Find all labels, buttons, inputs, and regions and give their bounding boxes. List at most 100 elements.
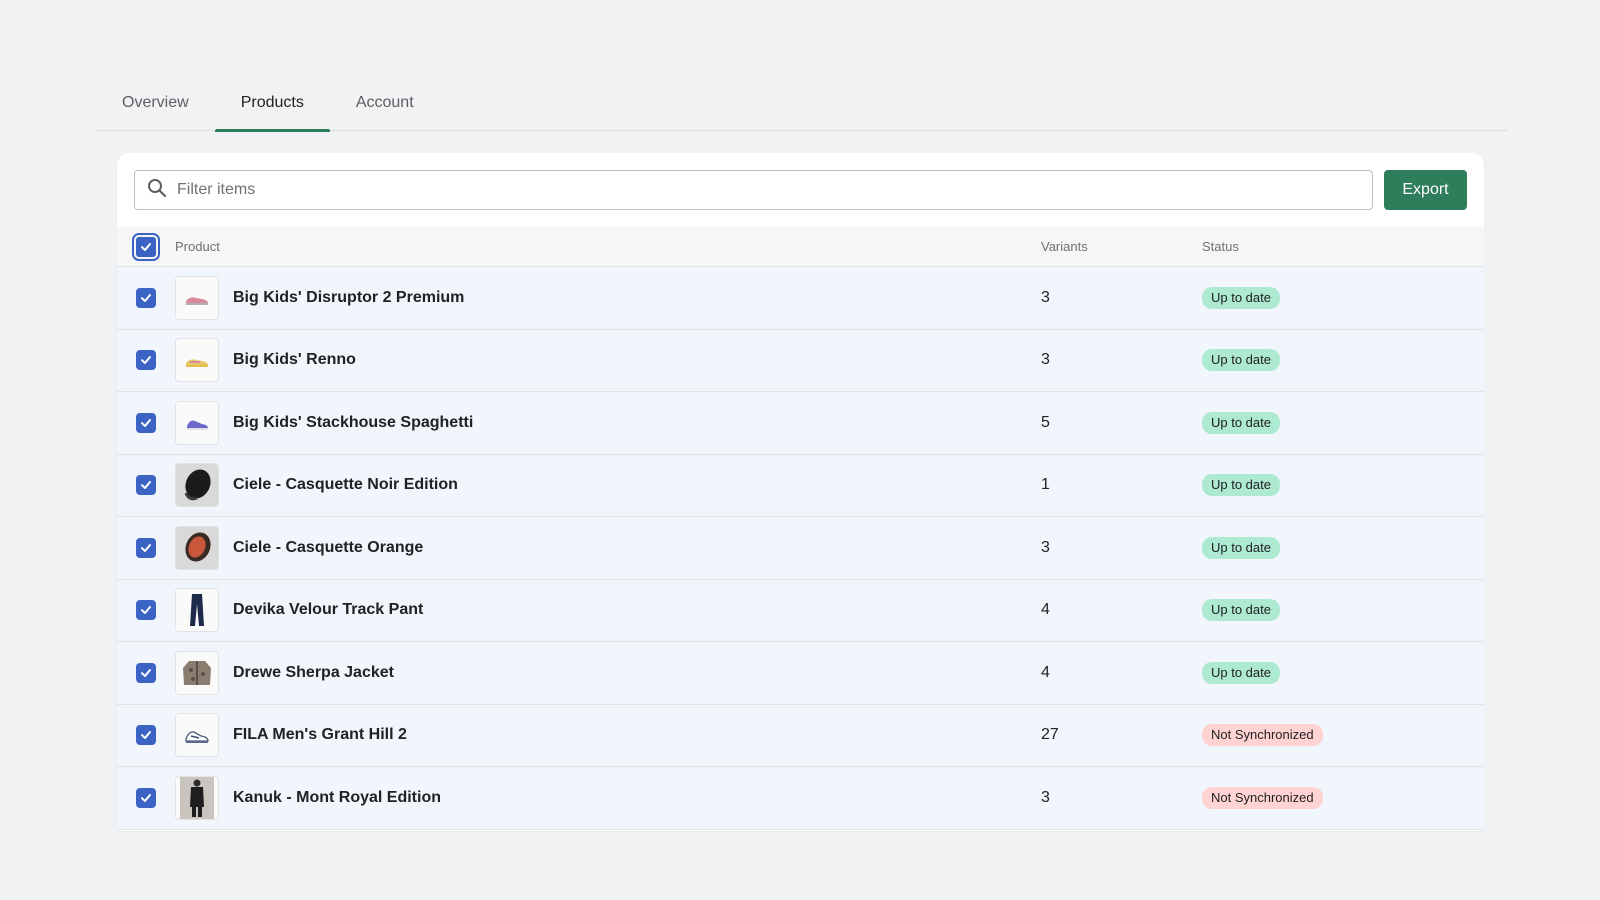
status-cell: Up to date	[1202, 536, 1484, 559]
status-cell: Not Synchronized	[1202, 724, 1484, 747]
variants-count: 4	[1041, 663, 1050, 681]
tab-account[interactable]: Account	[355, 94, 414, 111]
product-name[interactable]: Devika Velour Track Pant	[233, 601, 424, 619]
product-name[interactable]: Ciele - Casquette Noir Edition	[233, 476, 458, 494]
product-thumbnail[interactable]	[175, 463, 219, 508]
row-checkbox[interactable]	[136, 287, 156, 308]
status-badge: Up to date	[1202, 474, 1280, 497]
search-input[interactable]	[177, 181, 1360, 199]
product-thumbnail-cell	[175, 713, 221, 758]
status-cell: Up to date	[1202, 411, 1484, 434]
variants-count: 4	[1041, 601, 1050, 619]
product-thumbnail[interactable]	[175, 525, 219, 570]
status-badge: Not Synchronized	[1202, 724, 1323, 747]
search-box	[134, 170, 1373, 210]
product-name[interactable]: Big Kids' Stackhouse Spaghetti	[233, 413, 474, 431]
variants-count: 3	[1041, 288, 1050, 306]
variants-count: 27	[1041, 726, 1059, 744]
table-row[interactable]: Big Kids' Renno 3 Up to date	[117, 329, 1484, 392]
table-body: Big Kids' Disruptor 2 Premium 3 Up to date…	[117, 267, 1484, 830]
check-icon	[141, 606, 151, 615]
header-status[interactable]: Status	[1202, 239, 1239, 254]
row-checkbox[interactable]	[136, 725, 156, 746]
variants-count: 5	[1041, 413, 1050, 431]
check-icon	[141, 668, 151, 677]
table-row[interactable]: Devika Velour Track Pant 4 Up to date	[117, 579, 1484, 642]
check-icon	[141, 418, 151, 427]
product-thumbnail-cell	[175, 338, 221, 383]
tab-overview[interactable]: Overview	[122, 94, 189, 111]
product-thumbnail-cell	[175, 525, 221, 570]
product-name[interactable]: Kanuk - Mont Royal Edition	[233, 788, 441, 806]
product-name[interactable]: Big Kids' Disruptor 2 Premium	[233, 288, 465, 306]
product-thumbnail-cell	[175, 588, 221, 633]
variants-count: 1	[1041, 476, 1050, 494]
search-icon	[147, 178, 167, 203]
products-card: Export Product Variants Status Big Kids'…	[117, 153, 1484, 831]
row-checkbox[interactable]	[136, 600, 156, 621]
status-badge: Up to date	[1202, 349, 1280, 372]
table-row[interactable]: Big Kids' Stackhouse Spaghetti 5 Up to dat…	[117, 392, 1484, 455]
status-badge: Up to date	[1202, 661, 1280, 684]
select-all-checkbox[interactable]	[132, 232, 160, 261]
table-row[interactable]: Ciele - Casquette Orange 3 Up to date	[117, 517, 1484, 580]
status-badge: Up to date	[1202, 286, 1280, 309]
export-button[interactable]: Export	[1384, 170, 1467, 210]
product-thumbnail[interactable]	[175, 650, 219, 695]
product-thumbnail[interactable]	[175, 713, 219, 758]
status-cell: Up to date	[1202, 474, 1484, 497]
product-thumbnail[interactable]	[175, 275, 219, 320]
product-thumbnail-cell	[175, 775, 221, 820]
product-thumbnail-cell	[175, 400, 221, 445]
row-checkbox[interactable]	[136, 350, 156, 371]
check-icon	[141, 731, 151, 740]
product-thumbnail[interactable]	[175, 338, 219, 383]
row-checkbox[interactable]	[136, 412, 156, 433]
status-cell: Up to date	[1202, 599, 1484, 622]
check-icon	[141, 543, 151, 552]
status-badge: Not Synchronized	[1202, 786, 1323, 809]
variants-count: 3	[1041, 788, 1050, 806]
row-checkbox-cell	[117, 412, 175, 433]
header-variants[interactable]: Variants	[1041, 239, 1088, 254]
row-checkbox[interactable]	[136, 475, 156, 496]
row-checkbox[interactable]	[136, 787, 156, 808]
product-name[interactable]: FILA Men's Grant Hill 2	[233, 726, 407, 744]
product-thumbnail[interactable]	[175, 588, 219, 633]
row-checkbox[interactable]	[136, 662, 156, 683]
row-checkbox-cell	[117, 662, 175, 683]
row-checkbox[interactable]	[136, 537, 156, 558]
product-name[interactable]: Ciele - Casquette Orange	[233, 538, 424, 556]
row-checkbox-cell	[117, 475, 175, 496]
check-icon	[141, 242, 151, 251]
header-product[interactable]: Product	[175, 239, 220, 254]
status-cell: Not Synchronized	[1202, 786, 1484, 809]
status-cell: Up to date	[1202, 286, 1484, 309]
product-name[interactable]: Big Kids' Renno	[233, 351, 356, 369]
table-row[interactable]: FILA Men's Grant Hill 2 27 Not Synchronize…	[117, 704, 1484, 767]
table-row[interactable]: Ciele - Casquette Noir Edition 1 Up to dat…	[117, 454, 1484, 517]
product-thumbnail[interactable]	[175, 400, 219, 445]
tab-products[interactable]: Products	[214, 76, 330, 132]
check-icon	[141, 793, 151, 802]
row-checkbox-cell	[117, 787, 175, 808]
status-badge: Up to date	[1202, 599, 1280, 622]
table-row[interactable]: Drewe Sherpa Jacket 4 Up to date	[117, 642, 1484, 705]
table-row[interactable]: Big Kids' Disruptor 2 Premium 3 Up to date	[117, 267, 1484, 330]
product-thumbnail[interactable]	[175, 775, 219, 820]
row-checkbox-cell	[117, 350, 175, 371]
row-checkbox-cell	[117, 600, 175, 621]
variants-count: 3	[1041, 538, 1050, 556]
table-header: Product Variants Status	[117, 227, 1484, 267]
product-thumbnail-cell	[175, 275, 221, 320]
check-icon	[141, 293, 151, 302]
check-icon	[141, 356, 151, 365]
select-all-cell	[117, 232, 175, 261]
check-icon	[141, 481, 151, 490]
product-name[interactable]: Drewe Sherpa Jacket	[233, 663, 394, 681]
table-row[interactable]: Kanuk - Mont Royal Edition 3 Not Synchroni…	[117, 767, 1484, 830]
variants-count: 3	[1041, 351, 1050, 369]
status-badge: Up to date	[1202, 411, 1280, 434]
toolbar: Export	[134, 170, 1467, 210]
status-badge: Up to date	[1202, 536, 1280, 559]
